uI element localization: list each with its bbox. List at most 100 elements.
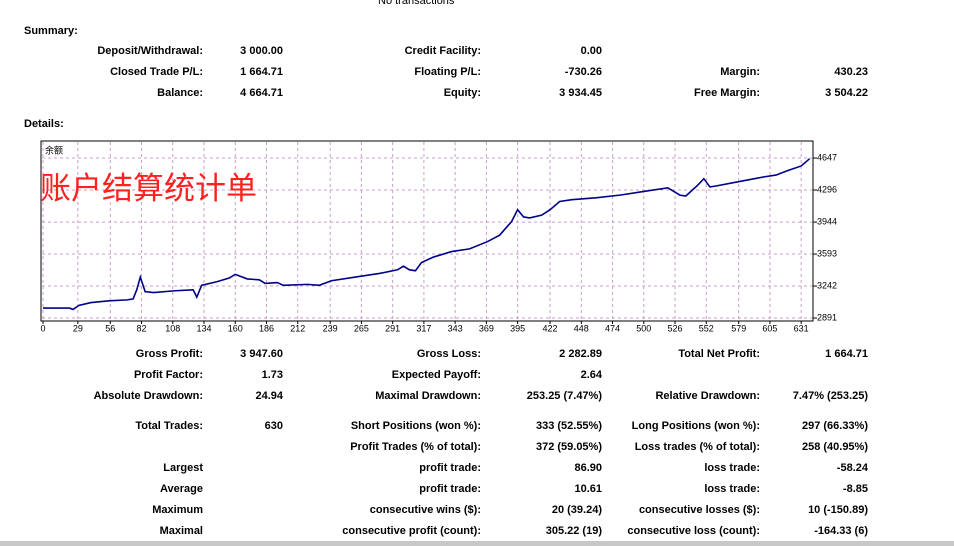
field-label: Loss trades (% of total): [634, 441, 760, 453]
field-value: -8.85 [842, 483, 868, 495]
x-tick-label: 134 [196, 323, 211, 333]
field-label: Largest [163, 462, 203, 474]
field-value: 630 [264, 420, 283, 432]
x-tick-label: 369 [479, 323, 494, 333]
field-value: -58.24 [836, 462, 868, 474]
x-tick-label: 631 [794, 323, 809, 333]
x-tick-label: 317 [416, 323, 431, 333]
y-tick-label: 2891 [817, 312, 837, 322]
field-label: loss trade: [704, 462, 760, 474]
bottom-bar [0, 541, 954, 546]
field-value: 0.00 [580, 45, 602, 57]
field-label: consecutive profit (count): [342, 525, 481, 537]
field-label: consecutive losses ($): [638, 504, 760, 516]
field-value: 4 664.71 [240, 87, 283, 99]
field-label: Deposit/Withdrawal: [97, 45, 203, 57]
x-tick-label: 239 [323, 323, 338, 333]
x-tick-label: 29 [73, 323, 83, 333]
y-tick-label: 3242 [817, 280, 837, 290]
field-label: Total Trades: [135, 420, 203, 432]
overlay-title: 账户结算统计单 [40, 171, 257, 206]
field-value: -730.26 [564, 66, 602, 78]
x-tick-label: 265 [354, 323, 369, 333]
x-tick-label: 474 [605, 323, 620, 333]
field-value: 2 282.89 [559, 348, 602, 360]
section-title: Summary: [24, 25, 78, 37]
field-value: 1 664.71 [825, 348, 868, 360]
legend-label: 余额 [45, 144, 63, 155]
x-tick-label: 0 [40, 323, 45, 333]
field-value: 3 504.22 [825, 87, 868, 99]
y-tick-label: 3944 [817, 216, 837, 226]
field-value: 297 (66.33%) [801, 420, 868, 432]
field-label: profit trade: [419, 462, 481, 474]
field-label: Expected Payoff: [391, 369, 481, 381]
note: No transactions [378, 0, 455, 7]
field-value: 3 000.00 [240, 45, 283, 57]
field-value: 305.22 (19) [545, 525, 602, 537]
field-label: consecutive wins ($): [369, 504, 481, 516]
field-label: Margin: [720, 66, 760, 78]
field-value: 258 (40.95%) [801, 441, 868, 453]
field-label: Profit Factor: [133, 369, 203, 381]
field-label: Maximum [152, 504, 203, 516]
field-value: 3 934.45 [559, 87, 602, 99]
section-title: Details: [24, 118, 64, 130]
x-tick-label: 160 [228, 323, 243, 333]
x-tick-label: 108 [165, 323, 180, 333]
field-label: Long Positions (won %): [631, 420, 760, 432]
field-value: 333 (52.55%) [535, 420, 602, 432]
field-label: Free Margin: [693, 87, 760, 99]
x-tick-label: 186 [259, 323, 274, 333]
field-label: Maximal [159, 525, 203, 537]
y-tick-label: 4296 [817, 184, 837, 194]
field-label: Gross Profit: [135, 348, 203, 360]
field-label: Balance: [157, 87, 203, 99]
field-value: -164.33 (6) [814, 525, 868, 537]
field-label: Short Positions (won %): [350, 420, 481, 432]
field-value: 86.90 [574, 462, 602, 474]
field-value: 7.47% (253.25) [792, 390, 868, 402]
field-label: loss trade: [704, 483, 760, 495]
x-tick-label: 343 [448, 323, 463, 333]
x-tick-label: 605 [762, 323, 777, 333]
field-label: Closed Trade P/L: [110, 66, 203, 78]
y-tick-label: 4647 [817, 152, 837, 162]
field-value: 430.23 [834, 66, 868, 78]
balance-line [43, 158, 811, 311]
x-tick-label: 212 [290, 323, 305, 333]
field-value: 372 (59.05%) [535, 441, 602, 453]
field-label: Relative Drawdown: [655, 390, 760, 402]
y-tick-label: 3593 [817, 248, 837, 258]
plot-frame [40, 140, 814, 322]
x-tick-label: 56 [105, 323, 115, 333]
field-label: Gross Loss: [416, 348, 481, 360]
field-value: 3 947.60 [240, 348, 283, 360]
field-label: Credit Facility: [404, 45, 481, 57]
field-value: 1 664.71 [240, 66, 283, 78]
field-label: consecutive loss (count): [627, 525, 760, 537]
field-value: 24.94 [255, 390, 283, 402]
x-tick-label: 500 [636, 323, 651, 333]
x-tick-label: 448 [574, 323, 589, 333]
field-value: 10.61 [574, 483, 602, 495]
field-label: Equity: [443, 87, 481, 99]
x-tick-label: 395 [510, 323, 525, 333]
field-value: 20 (39.24) [551, 504, 602, 516]
field-value: 10 (-150.89) [808, 504, 868, 516]
field-label: profit trade: [419, 483, 481, 495]
field-value: 253.25 (7.47%) [526, 390, 602, 402]
field-label: Floating P/L: [414, 66, 481, 78]
x-tick-label: 552 [699, 323, 714, 333]
field-value: 2.64 [580, 369, 602, 381]
x-tick-label: 422 [543, 323, 558, 333]
field-label: Average [159, 483, 203, 495]
field-label: Absolute Drawdown: [93, 390, 203, 402]
x-tick-label: 291 [385, 323, 400, 333]
x-tick-label: 526 [668, 323, 683, 333]
field-label: Total Net Profit: [678, 348, 760, 360]
x-tick-label: 82 [137, 323, 147, 333]
field-label: Maximal Drawdown: [375, 390, 481, 402]
